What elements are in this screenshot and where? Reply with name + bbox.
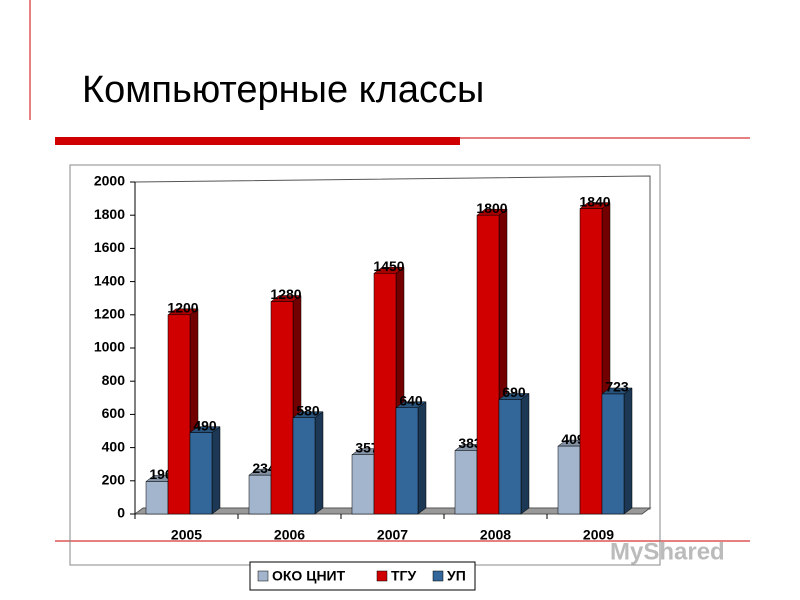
data-label: 490 — [193, 417, 217, 433]
watermark: MyShared — [610, 538, 725, 565]
y-tick-label: 1600 — [94, 239, 125, 255]
data-label: 234 — [252, 460, 276, 476]
data-label: 409 — [561, 431, 585, 447]
bar — [476, 214, 500, 515]
legend-swatch — [432, 570, 444, 582]
bar-side — [623, 387, 633, 515]
bar-side — [417, 401, 427, 515]
bar — [454, 450, 478, 515]
bar — [292, 417, 316, 515]
title-bar — [55, 137, 460, 145]
y-tick-label: 1200 — [94, 306, 125, 322]
bar — [498, 399, 522, 515]
legend-label: ОКО ЦНИТ — [272, 568, 346, 584]
bar — [248, 474, 272, 515]
bar — [167, 314, 191, 515]
data-label: 723 — [605, 379, 629, 395]
y-tick-label: 2000 — [94, 173, 125, 189]
y-tick-label: 0 — [117, 505, 125, 521]
x-tick-label: 2006 — [274, 527, 305, 543]
y-tick-label: 1800 — [94, 206, 125, 222]
bar — [145, 481, 169, 515]
legend-swatch — [257, 570, 269, 582]
data-label: 383 — [458, 435, 482, 451]
bar — [395, 407, 419, 515]
x-tick-label: 2008 — [480, 527, 511, 543]
x-tick-label: 2005 — [171, 527, 202, 543]
bar — [270, 301, 294, 515]
chart-title: Компьютерные классы — [82, 69, 484, 111]
data-label: 1200 — [167, 300, 198, 316]
bar — [373, 273, 397, 515]
bar — [579, 208, 603, 515]
y-tick-label: 400 — [102, 438, 126, 454]
bar — [351, 454, 375, 515]
legend-label: УП — [447, 568, 466, 584]
x-tick-label: 2007 — [377, 527, 408, 543]
bar-side — [314, 411, 324, 515]
data-label: 1800 — [476, 200, 507, 216]
data-label: 640 — [399, 392, 423, 408]
data-label: 1840 — [579, 193, 610, 209]
y-tick-label: 200 — [102, 472, 126, 488]
data-label: 690 — [502, 384, 526, 400]
bar — [189, 432, 213, 515]
bar — [601, 393, 625, 515]
y-tick-label: 1000 — [94, 339, 125, 355]
data-label: 196 — [149, 466, 173, 482]
x-tick-label: 2009 — [583, 527, 614, 543]
data-label: 1280 — [270, 286, 301, 302]
legend-swatch — [376, 570, 388, 582]
bar-side — [211, 426, 221, 515]
y-tick-label: 600 — [102, 405, 126, 421]
bar-side — [520, 392, 530, 515]
data-label: 1450 — [373, 258, 404, 274]
y-tick-label: 800 — [102, 372, 126, 388]
data-label: 357 — [355, 439, 379, 455]
data-label: 580 — [296, 402, 320, 418]
legend-label: ТГУ — [391, 568, 416, 584]
y-tick-label: 1400 — [94, 272, 125, 288]
bar — [557, 445, 581, 515]
